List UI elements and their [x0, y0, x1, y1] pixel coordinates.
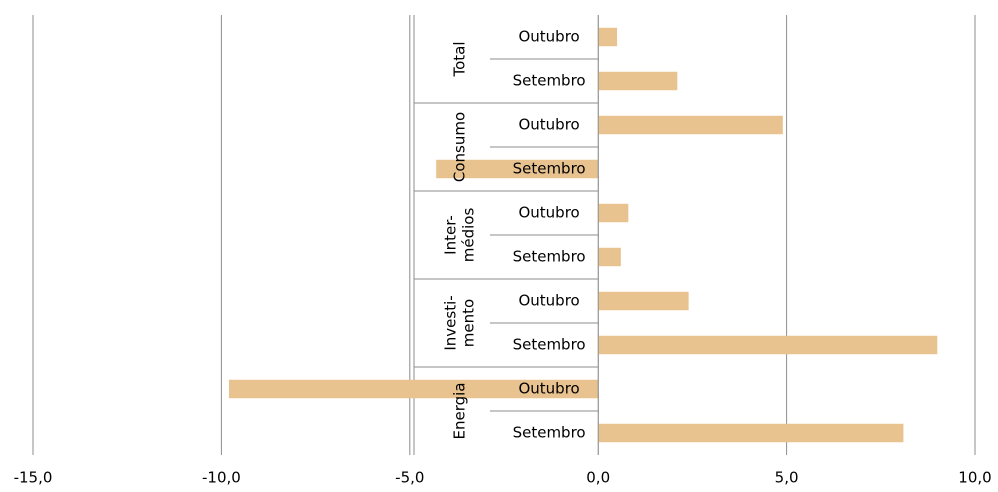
bar	[598, 247, 621, 267]
bar	[598, 203, 629, 223]
bar	[598, 291, 689, 311]
group-label: Total	[451, 41, 469, 77]
x-tick-label: -15,0	[14, 469, 53, 487]
bar	[598, 27, 618, 47]
category-label: Setembro	[513, 248, 586, 266]
group-label: mento	[460, 299, 478, 347]
group-label: médios	[460, 208, 478, 263]
group-label: Consumo	[451, 112, 469, 182]
x-tick-label: 10,0	[958, 469, 991, 487]
category-label: Setembro	[513, 72, 586, 90]
x-tick-label: -5,0	[395, 469, 424, 487]
bar	[436, 159, 599, 179]
group-label: Energia	[451, 383, 469, 440]
category-label: Outubro	[518, 380, 579, 398]
bar	[598, 335, 938, 355]
x-tick-label: 5,0	[775, 469, 799, 487]
category-label: Setembro	[513, 160, 586, 178]
x-tick-label: -10,0	[202, 469, 241, 487]
bar	[228, 379, 599, 399]
category-label: Setembro	[513, 336, 586, 354]
category-label: Outubro	[518, 116, 579, 134]
x-tick-label: 0,0	[586, 469, 610, 487]
group-label: Inter-	[442, 215, 460, 255]
bar	[598, 115, 783, 135]
category-label: Outubro	[518, 204, 579, 222]
bar	[598, 423, 904, 443]
category-label: Outubro	[518, 28, 579, 46]
group-label: Investi-	[442, 295, 460, 350]
category-label: Setembro	[513, 424, 586, 442]
category-label: Outubro	[518, 292, 579, 310]
bar	[598, 71, 678, 91]
